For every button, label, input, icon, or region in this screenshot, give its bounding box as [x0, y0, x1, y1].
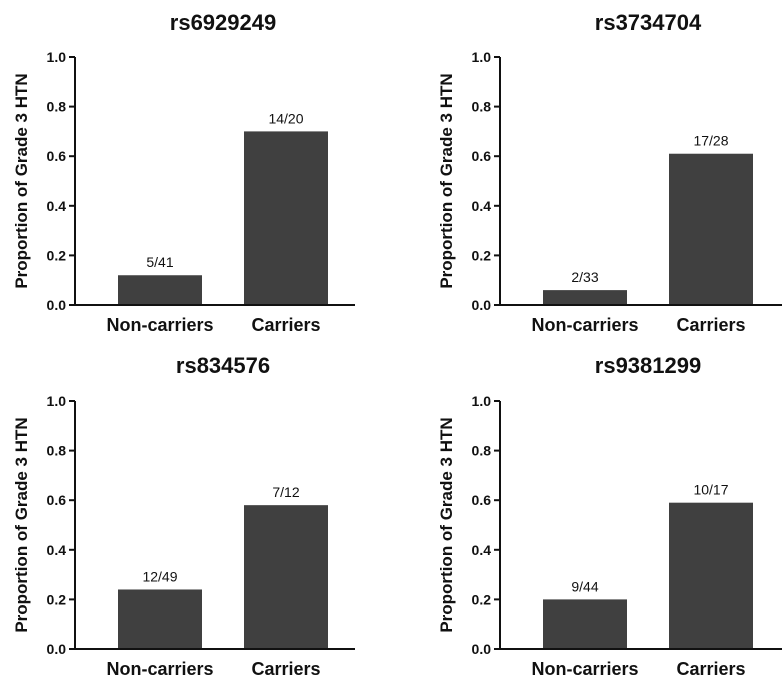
data-label: 5/41 — [146, 254, 173, 270]
y-tick-label: 0.4 — [472, 542, 492, 558]
x-tick-label: Carriers — [676, 659, 745, 677]
y-axis-label: Proportion of Grade 3 HTN — [12, 73, 31, 288]
y-tick-label: 0.0 — [472, 297, 492, 313]
x-tick-label: Carriers — [251, 659, 320, 677]
chart-title: rs6929249 — [170, 10, 276, 35]
data-label: 9/44 — [571, 578, 598, 594]
y-axis-label: Proportion of Grade 3 HTN — [437, 417, 456, 632]
data-label: 17/28 — [693, 133, 728, 149]
data-label: 10/17 — [693, 482, 728, 498]
y-tick-label: 0.2 — [472, 247, 492, 263]
data-label: 2/33 — [571, 269, 598, 285]
data-label: 7/12 — [272, 484, 299, 500]
y-axis-label: Proportion of Grade 3 HTN — [12, 417, 31, 632]
y-tick-label: 0.2 — [47, 247, 67, 263]
y-tick-label: 0.6 — [47, 148, 67, 164]
x-tick-label: Non-carriers — [531, 315, 638, 335]
y-tick-label: 0.6 — [472, 148, 492, 164]
bar-non-carriers — [543, 599, 627, 649]
y-tick-label: 0.8 — [472, 443, 492, 459]
y-tick-label: 0.6 — [472, 492, 492, 508]
bar-carriers — [669, 153, 753, 305]
data-label: 14/20 — [268, 110, 303, 126]
bar-non-carriers — [118, 589, 202, 649]
chart-panel-3: rs834576 Proportion of Grade 3 HTN 12/49 No… — [12, 353, 355, 677]
chart-panel-4: rs9381299 Proportion of Grade 3 HTN 9/44 No… — [437, 353, 782, 677]
bar-carriers — [244, 131, 328, 305]
y-axis-label: Proportion of Grade 3 HTN — [437, 73, 456, 288]
y-tick-label: 0.0 — [47, 297, 67, 313]
bar-non-carriers — [543, 290, 627, 305]
y-tick-label: 1.0 — [472, 393, 492, 409]
data-label: 12/49 — [142, 568, 177, 584]
y-tick-label: 1.0 — [47, 393, 67, 409]
y-tick-label: 0.2 — [47, 591, 67, 607]
x-tick-label: Non-carriers — [106, 315, 213, 335]
bar-non-carriers — [118, 275, 202, 305]
bar-carriers — [244, 505, 328, 649]
y-tick-label: 0.0 — [472, 641, 492, 657]
y-tick-label: 0.6 — [47, 492, 67, 508]
y-tick-label: 0.2 — [472, 591, 492, 607]
y-tick-label: 1.0 — [47, 49, 67, 65]
y-tick-label: 0.0 — [47, 641, 67, 657]
chart-panel-2: rs3734704 Proportion of Grade 3 HTN 2/33 No… — [437, 10, 782, 335]
bar-carriers — [669, 502, 753, 649]
chart-panel-1: rs6929249 Proportion of Grade 3 HTN 5/41 No… — [12, 10, 355, 335]
x-tick-label: Non-carriers — [531, 659, 638, 677]
x-tick-label: Non-carriers — [106, 659, 213, 677]
chart-title: rs3734704 — [595, 10, 702, 35]
y-tick-label: 0.8 — [47, 99, 67, 115]
x-tick-label: Carriers — [251, 315, 320, 335]
y-tick-label: 0.4 — [47, 198, 67, 214]
y-tick-label: 0.4 — [47, 542, 67, 558]
x-tick-label: Carriers — [676, 315, 745, 335]
chart-title: rs9381299 — [595, 353, 701, 378]
y-tick-label: 0.8 — [47, 443, 67, 459]
y-tick-label: 1.0 — [472, 49, 492, 65]
y-tick-label: 0.8 — [472, 99, 492, 115]
chart-title: rs834576 — [176, 353, 270, 378]
y-tick-label: 0.4 — [472, 198, 492, 214]
